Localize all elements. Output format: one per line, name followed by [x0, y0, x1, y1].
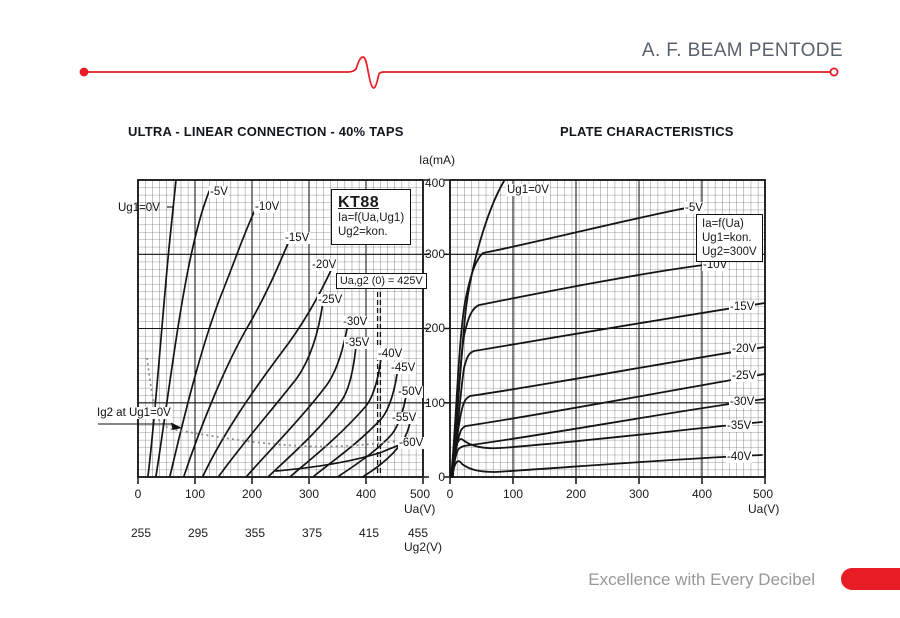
divider-end-ring [829, 67, 839, 77]
left-curve-label-20v: -20V [311, 259, 338, 272]
ug2-tick-295: 295 [187, 526, 209, 540]
right-x-axis-label: Ua(V) [748, 502, 780, 516]
ug2-tick-455: 455 [407, 526, 429, 540]
page-title: A. F. BEAM PENTODE [641, 40, 843, 61]
right-curve-label-15v: -15V [729, 301, 756, 314]
rx-tick-400: 400 [691, 487, 713, 501]
left-curve-label-10v: -10V [254, 201, 281, 214]
ig2-leader-arrow [98, 422, 182, 430]
rx-tick-0: 0 [446, 487, 454, 501]
left-curve-label-15v: -15V [284, 232, 311, 245]
left-chart-frame [137, 179, 424, 478]
left-chart-title: ULTRA - LINEAR CONNECTION - 40% TAPS [128, 124, 404, 139]
lx-tick-100: 100 [184, 487, 206, 501]
lx-tick-200: 200 [241, 487, 263, 501]
right-chart-title: PLATE CHARACTERISTICS [560, 124, 734, 139]
ug2-tick-355: 355 [244, 526, 266, 540]
rx-tick-200: 200 [565, 487, 587, 501]
ug2-tick-415: 415 [358, 526, 380, 540]
right-curve-label-5v: -5V [684, 202, 704, 215]
right-curve-label-0v: Ug1=0V [506, 184, 550, 197]
tube-function: Ia=f(Ua,Ug1) [338, 212, 405, 225]
ig2-label: Ig2 at Ug1=0V [96, 407, 172, 420]
left-curve-label-5v: -5V [209, 186, 229, 199]
plate-function: Ia=f(Ua) [702, 218, 744, 230]
kt88-annotation-box: KT88 Ia=f(Ua,Ug1) Ug2=kon. [331, 189, 412, 245]
y-tick-300: 300 [424, 247, 445, 261]
lx-tick-0: 0 [134, 487, 142, 501]
plate-condition-1: Ug1=kon. [702, 232, 752, 245]
rx-tick-500: 500 [752, 487, 774, 501]
left-curve-label-45v: -45V [390, 362, 417, 375]
right-curve-label-30v: -30V [729, 396, 756, 409]
tube-condition: Ug2=kon. [338, 225, 388, 238]
left-curve-label-60v: -60V [398, 437, 425, 450]
left-curve-label-50v: -50V [397, 386, 424, 399]
left-curve-label-40v: -40V [377, 348, 404, 361]
y-tick-400: 400 [424, 176, 445, 190]
lx-tick-400: 400 [355, 487, 377, 501]
left-x-axis-label: Ua(V) [404, 502, 436, 516]
ua425-dashed-line [376, 292, 382, 477]
left-curve-label-30v: -30V [342, 316, 369, 329]
y-axis-label: Ia(mA) [419, 153, 455, 167]
divider-start-dot [79, 67, 89, 77]
ug2-tick-375: 375 [301, 526, 323, 540]
right-curve-label-20v: -20V [731, 343, 758, 356]
right-chart-curves [450, 180, 766, 478]
ig2-dotted-curve [146, 357, 419, 448]
plate-condition-box: Ia=f(Ua) Ug1=kon. Ug2=300V [696, 214, 763, 263]
ug2-tick-255: 255 [130, 526, 152, 540]
y-tick-200: 200 [424, 321, 445, 335]
left-curve-label-55v: -55V [391, 412, 418, 425]
y-tick-0: 0 [438, 470, 445, 484]
rx-tick-100: 100 [502, 487, 524, 501]
right-curve-label-35v: -35V [726, 420, 753, 433]
y-tick-100: 100 [424, 396, 445, 410]
footer-red-pill [841, 568, 900, 590]
left-curve-label-35v: -35V [344, 337, 371, 350]
lx-tick-500: 500 [409, 487, 431, 501]
ug2-axis-label: Ug2(V) [404, 540, 443, 554]
footer-tagline: Excellence with Every Decibel [588, 570, 815, 589]
right-curve-label-40v: -40V [726, 451, 753, 464]
tube-model: KT88 [338, 194, 380, 211]
right-chart-frame [449, 179, 766, 478]
left-curve-label-25v: -25V [317, 294, 344, 307]
right-curve-label-25v: -25V [731, 370, 758, 383]
ua-g2-marker-label: Ua,g2 (0) = 425V [336, 273, 427, 289]
lx-tick-300: 300 [298, 487, 320, 501]
left-chart-ticks [137, 179, 429, 484]
left-curve-label-0v: Ug1=0V [118, 202, 160, 214]
red-divider-line [79, 56, 839, 89]
right-chart-ticks [444, 179, 766, 484]
plate-condition-2: Ug2=300V [702, 246, 757, 259]
rx-tick-300: 300 [628, 487, 650, 501]
